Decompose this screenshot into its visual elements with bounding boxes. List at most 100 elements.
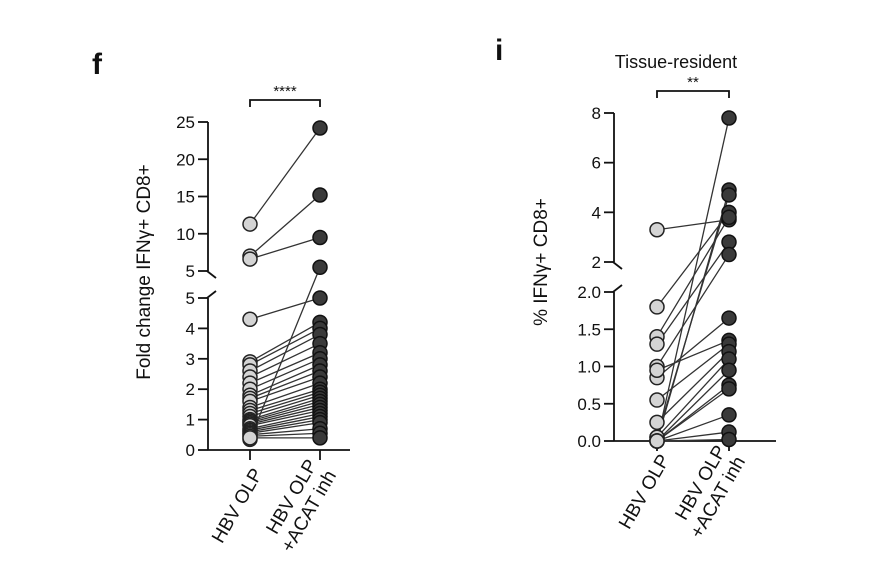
- pair-line: [249, 432, 321, 437]
- point-hbv-olp-acat-inh: [312, 187, 328, 203]
- pair-line: [249, 400, 321, 422]
- point-hbv-olp-acat-inh: [312, 120, 328, 136]
- axis-break-mark: [612, 261, 623, 270]
- point-hbv-olp-acat-inh: [721, 362, 737, 378]
- pair-line: [656, 241, 730, 345]
- y-tick-label: 8: [592, 104, 601, 123]
- pair-line: [249, 406, 321, 425]
- pair-line: [656, 438, 730, 442]
- pair-line: [249, 321, 321, 363]
- pair-line: [249, 382, 321, 409]
- pair-line: [249, 428, 321, 436]
- pair-line: [249, 394, 321, 418]
- pair-line: [656, 351, 730, 423]
- pair-line: [249, 388, 321, 412]
- y-tick-label: 2: [592, 253, 601, 272]
- y-tick-label: 3: [186, 350, 195, 369]
- point-hbv-olp: [649, 336, 665, 352]
- panel-f: f 0 1 2 3 4 5 5 10 15 20 25 Fold change IFNγ+ CD8+ H…: [92, 48, 350, 556]
- pair-line: [249, 421, 321, 434]
- axis-break-mark: [206, 270, 217, 279]
- point-hbv-olp-acat-inh: [721, 381, 737, 397]
- pair-line: [249, 327, 321, 366]
- panel-letter-i: i: [495, 34, 503, 67]
- pair-line: [249, 397, 321, 421]
- point-hbv-olp-acat-inh: [721, 246, 737, 263]
- y-tick-label: 0.5: [577, 395, 601, 414]
- point-hbv-olp: [649, 414, 665, 431]
- pair-line: [249, 370, 321, 399]
- axis-break-mark: [612, 284, 623, 293]
- pair-line: [656, 211, 730, 308]
- pair-line: [249, 333, 321, 372]
- pair-line: [656, 194, 730, 438]
- pair-line: [249, 418, 321, 433]
- pair-lines: [656, 117, 730, 442]
- significance-bracket: [249, 99, 321, 107]
- y-tick-label: 5: [186, 289, 195, 308]
- pair-line: [656, 254, 730, 367]
- pair-line: [249, 376, 321, 402]
- pair-line: [249, 358, 321, 390]
- x-tick-label: HBV OLP+ACAT inh: [667, 442, 750, 542]
- y-tick-label: 2.0: [577, 283, 601, 302]
- point-hbv-olp-acat-inh: [312, 430, 328, 446]
- significance-label: **: [687, 74, 699, 91]
- point-hbv-olp-acat-inh: [721, 209, 737, 226]
- point-hbv-olp: [649, 221, 665, 238]
- panel-letter-f: f: [92, 48, 103, 81]
- pair-line: [656, 343, 730, 401]
- pair-line: [656, 414, 730, 442]
- significance-label: ****: [273, 83, 297, 100]
- y-tick-label: 25: [176, 113, 195, 132]
- pair-line: [656, 431, 730, 442]
- y-axis-label: Fold change IFNγ+ CD8+: [134, 164, 155, 379]
- pair-line: [656, 358, 730, 438]
- pair-line: [249, 412, 321, 430]
- pair-line: [249, 403, 321, 424]
- y-tick-label: 20: [176, 150, 195, 169]
- y-tick-label: 0: [186, 441, 195, 460]
- y-tick-label: 10: [176, 225, 195, 244]
- point-hbv-olp: [242, 216, 258, 232]
- point-hbv-olp-acat-inh: [312, 259, 328, 276]
- pair-line: [249, 343, 321, 378]
- x-tick-label-line: HBV OLP: [615, 451, 674, 533]
- point-hbv-olp-acat-inh: [721, 407, 737, 423]
- y-axis-label: % IFNγ+ CD8+: [531, 198, 552, 326]
- axis-break-mark: [206, 290, 217, 299]
- pair-line: [249, 297, 321, 320]
- pair-line: [249, 391, 321, 415]
- y-tick-label: 1.0: [577, 358, 601, 377]
- point-hbv-olp: [649, 362, 665, 378]
- pair-line: [249, 409, 321, 427]
- pair-line: [249, 415, 321, 431]
- data-points: [242, 120, 328, 448]
- point-hbv-olp: [649, 433, 665, 449]
- x-tick-label: HBV OLP: [615, 451, 674, 533]
- data-points: [649, 110, 737, 449]
- y-tick-label: 0.0: [577, 432, 601, 451]
- point-hbv-olp: [649, 392, 665, 408]
- pair-line: [656, 369, 730, 442]
- pair-line: [249, 194, 321, 257]
- pair-line: [249, 236, 321, 260]
- point-hbv-olp-acat-inh: [721, 110, 737, 126]
- y-tick-label: 1: [186, 411, 195, 430]
- significance-bracket: [656, 90, 730, 98]
- pair-line: [249, 352, 321, 384]
- point-hbv-olp: [242, 430, 258, 446]
- y-tick-label: 15: [176, 188, 195, 207]
- pair-line: [249, 127, 321, 225]
- y-tick-label: 4: [186, 319, 195, 338]
- pair-line: [656, 219, 730, 231]
- pair-line: [656, 339, 730, 371]
- x-tick-label-line: HBV OLP: [208, 465, 267, 547]
- y-tick-label: 5: [186, 262, 195, 281]
- pair-line: [656, 388, 730, 442]
- pair-line: [656, 216, 730, 338]
- panel-i: i Tissue-resident 0.0 0.5 1.0 1.5 2.0 2 4 6 8 % IF…: [495, 34, 776, 542]
- point-hbv-olp-acat-inh: [721, 310, 737, 326]
- pair-line: [656, 317, 730, 379]
